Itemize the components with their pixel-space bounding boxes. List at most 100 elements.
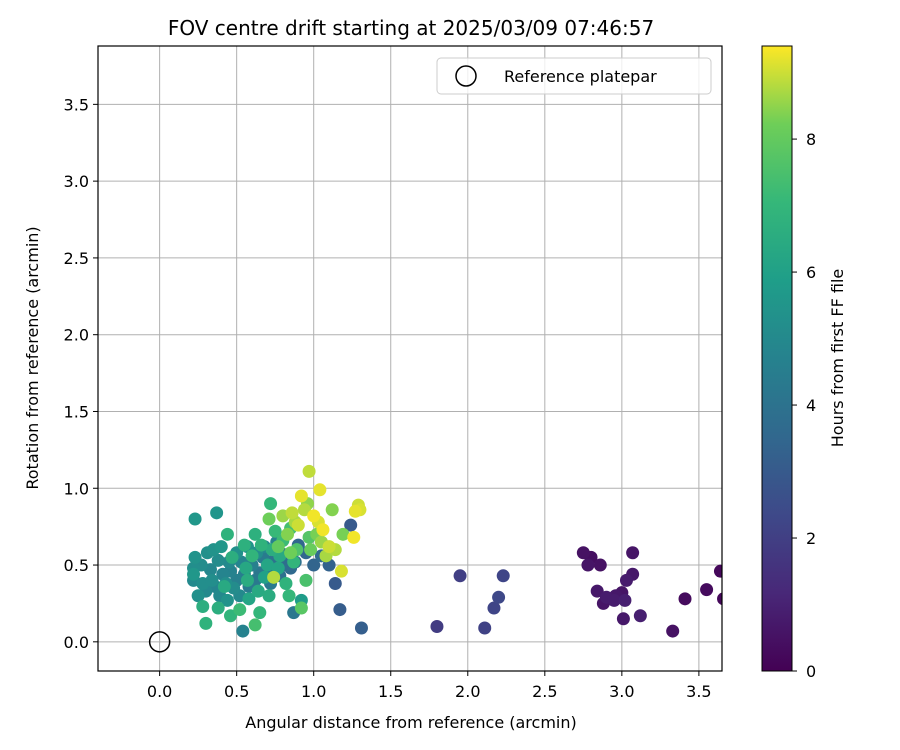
data-point xyxy=(325,503,339,517)
x-tick-label: 1.5 xyxy=(378,682,403,701)
data-point xyxy=(225,550,239,564)
data-point xyxy=(199,616,213,630)
x-axis-ticks: 0.0 0.5 1.0 1.5 2.0 2.5 3.0 3.5 xyxy=(147,671,712,701)
y-axis-ticks: 0.0 0.5 1.0 1.5 2.0 2.5 3.0 3.5 xyxy=(64,95,98,652)
data-point xyxy=(713,564,722,578)
x-tick-label: 1.0 xyxy=(301,682,326,701)
data-point xyxy=(281,527,295,541)
x-axis-label: Angular distance from reference (arcmin) xyxy=(245,713,576,732)
data-point xyxy=(616,612,630,626)
data-point xyxy=(267,570,281,584)
data-point xyxy=(196,600,210,614)
data-point xyxy=(282,589,296,603)
data-point xyxy=(245,549,259,563)
data-point xyxy=(316,523,330,537)
data-point xyxy=(607,593,621,607)
data-point xyxy=(220,527,234,541)
data-point xyxy=(336,527,350,541)
grid xyxy=(98,46,722,671)
data-point xyxy=(299,573,313,587)
y-axis-label: Rotation from reference (arcmin) xyxy=(23,226,42,489)
plot-area: 0.0 0.5 1.0 1.5 2.0 2.5 3.0 3.5 0.0 0.5 1.0 1.5 2.0… xyxy=(64,45,723,701)
plot-frame xyxy=(97,45,723,672)
colorbar-tick-label: 8 xyxy=(806,130,816,149)
y-tick-label: 2.0 xyxy=(64,326,89,345)
data-point xyxy=(233,603,247,617)
legend-box xyxy=(436,57,712,95)
data-point xyxy=(251,584,265,598)
data-point xyxy=(678,592,692,606)
data-point xyxy=(717,592,722,606)
colorbar-tick-label: 4 xyxy=(806,396,816,415)
colorbar: 0 2 4 6 8 Hours from first FF file xyxy=(761,45,847,681)
x-tick-label: 3.5 xyxy=(686,682,711,701)
colorbar-ticks: 0 2 4 6 8 xyxy=(792,130,816,681)
data-point xyxy=(496,569,510,583)
y-tick-label: 3.5 xyxy=(64,95,89,114)
data-point xyxy=(626,546,640,560)
data-point xyxy=(487,601,501,615)
data-point xyxy=(633,609,647,623)
y-tick-label: 0.5 xyxy=(64,556,89,575)
data-point xyxy=(285,506,299,520)
data-point xyxy=(239,561,253,575)
data-point xyxy=(205,573,219,587)
data-point xyxy=(492,590,506,604)
data-point xyxy=(328,576,342,590)
data-point xyxy=(619,573,633,587)
data-point xyxy=(313,483,327,497)
x-tick-label: 2.0 xyxy=(455,682,480,701)
x-tick-label: 3.0 xyxy=(609,682,634,701)
data-point xyxy=(268,524,282,538)
data-point xyxy=(271,540,285,554)
data-point xyxy=(188,512,202,526)
x-tick-label: 0.0 xyxy=(147,682,172,701)
reference-platepar-marker xyxy=(148,631,171,653)
data-point xyxy=(248,527,262,541)
data-point xyxy=(242,592,256,606)
legend: Reference platepar xyxy=(436,57,712,95)
data-point xyxy=(581,558,595,572)
data-point xyxy=(666,624,680,638)
data-point xyxy=(590,584,604,598)
data-point xyxy=(262,589,276,603)
data-point xyxy=(211,601,225,615)
data-point xyxy=(302,464,316,478)
data-point xyxy=(344,518,358,532)
data-point xyxy=(307,509,321,523)
data-point xyxy=(334,564,348,578)
data-point xyxy=(279,576,293,590)
data-points xyxy=(187,464,722,638)
data-point xyxy=(284,546,298,560)
data-point xyxy=(224,609,238,623)
y-tick-label: 1.0 xyxy=(64,479,89,498)
data-point xyxy=(322,540,336,554)
data-point xyxy=(347,530,361,544)
data-point xyxy=(188,550,202,564)
data-point xyxy=(354,621,368,635)
data-point xyxy=(294,489,308,503)
data-point xyxy=(294,601,308,615)
x-tick-label: 0.5 xyxy=(224,682,249,701)
data-point xyxy=(191,589,205,603)
data-point xyxy=(333,603,347,617)
data-point xyxy=(254,538,268,552)
x-tick-label: 2.5 xyxy=(532,682,557,701)
y-tick-label: 0.0 xyxy=(64,633,89,652)
data-point xyxy=(220,593,234,607)
colorbar-label: Hours from first FF file xyxy=(828,269,847,448)
data-point xyxy=(210,506,224,520)
data-point xyxy=(260,558,274,572)
data-point xyxy=(348,504,362,518)
data-point xyxy=(297,503,311,517)
data-point xyxy=(478,621,492,635)
y-tick-label: 1.5 xyxy=(64,402,89,421)
colorbar-gradient xyxy=(761,45,793,672)
data-point xyxy=(576,546,590,560)
data-point xyxy=(700,583,714,597)
colorbar-tick-label: 2 xyxy=(806,529,816,548)
y-tick-label: 2.5 xyxy=(64,249,89,268)
data-point xyxy=(262,512,276,526)
data-point xyxy=(187,567,201,581)
